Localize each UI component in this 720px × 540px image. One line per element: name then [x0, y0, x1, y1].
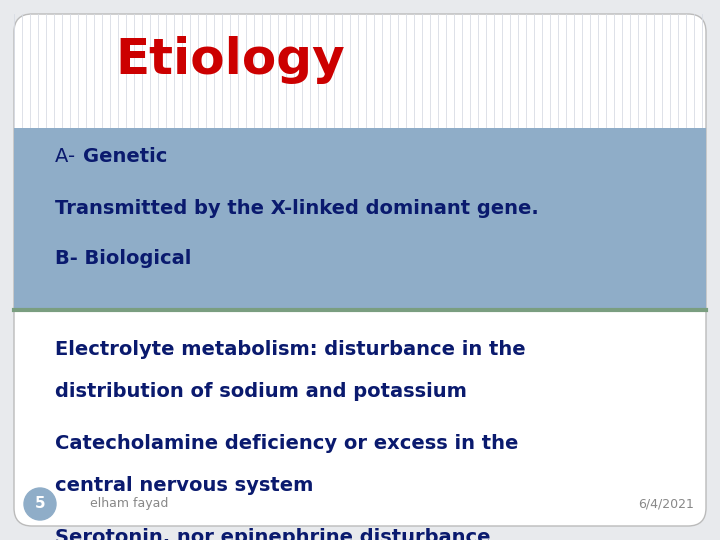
Text: 5: 5: [35, 496, 45, 511]
FancyBboxPatch shape: [14, 14, 706, 526]
Text: Genetic: Genetic: [83, 146, 167, 165]
Text: Serotonin, nor epinephrine disturbance: Serotonin, nor epinephrine disturbance: [55, 528, 490, 540]
Text: elham fayad: elham fayad: [90, 497, 168, 510]
Text: A-: A-: [55, 146, 81, 165]
Circle shape: [24, 488, 56, 520]
Text: 6/4/2021: 6/4/2021: [638, 497, 694, 510]
Bar: [14, 128, 706, 310]
Text: Catecholamine deficiency or excess in the: Catecholamine deficiency or excess in th…: [55, 434, 518, 453]
Text: B- Biological: B- Biological: [55, 248, 192, 267]
Text: central nervous system: central nervous system: [55, 476, 313, 495]
Text: Electrolyte metabolism: disturbance in the: Electrolyte metabolism: disturbance in t…: [55, 340, 526, 359]
Text: distribution of sodium and potassium: distribution of sodium and potassium: [55, 382, 467, 401]
Text: Etiology: Etiology: [115, 36, 345, 84]
Text: Transmitted by the X-linked dominant gene.: Transmitted by the X-linked dominant gen…: [55, 199, 539, 218]
